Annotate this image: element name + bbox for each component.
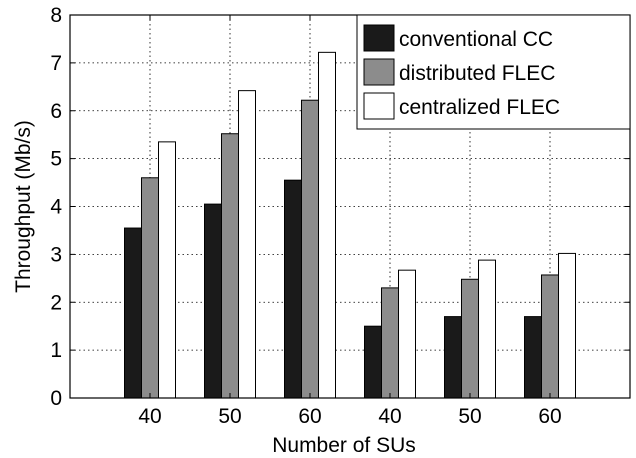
legend-label: centralized FLEC	[399, 96, 560, 119]
y-axis-ticks: 0 1 2 3 4 5 6 7 8	[50, 4, 630, 410]
y-tick-label: 4	[50, 196, 62, 219]
y-tick-label: 6	[50, 100, 62, 123]
bar	[158, 141, 176, 399]
y-tick-label: 2	[50, 291, 62, 314]
bar	[398, 269, 416, 399]
legend-label: distributed FLEC	[399, 62, 555, 85]
x-tick-label: 50	[218, 405, 241, 428]
x-tick-label: 40	[378, 405, 401, 428]
bar	[301, 99, 319, 399]
legend-swatch	[363, 92, 395, 120]
bar	[204, 203, 222, 399]
bar	[318, 51, 336, 399]
bar	[478, 259, 496, 399]
bar	[461, 278, 479, 399]
x-axis-label: Number of SUs	[272, 434, 416, 457]
legend-swatch	[363, 24, 395, 52]
bar	[284, 179, 302, 399]
bar	[221, 133, 239, 399]
legend-swatch	[363, 58, 395, 86]
x-axis-ticks: 40 50 60 40 50 60	[138, 15, 562, 428]
legend-box	[356, 14, 631, 130]
y-tick-label: 7	[50, 52, 62, 75]
y-tick-label: 0	[50, 387, 62, 410]
bar	[364, 325, 382, 399]
legend-label: conventional CC	[399, 28, 553, 51]
bar	[238, 90, 256, 399]
bars	[124, 51, 576, 399]
x-tick-label: 40	[138, 405, 161, 428]
x-tick-label: 50	[458, 405, 481, 428]
bar	[524, 316, 542, 399]
bar	[541, 274, 559, 399]
bar	[444, 316, 462, 399]
y-axis-label: Throughput (Mb/s)	[12, 120, 35, 293]
bar	[124, 227, 142, 399]
y-tick-label: 1	[50, 339, 62, 362]
bar	[141, 177, 159, 399]
x-tick-label: 60	[538, 405, 561, 428]
y-tick-label: 8	[50, 4, 62, 27]
y-tick-label: 5	[50, 148, 62, 171]
y-tick-label: 3	[50, 243, 62, 266]
bar	[381, 287, 399, 399]
x-tick-label: 60	[298, 405, 321, 428]
bar	[558, 252, 576, 399]
legend: conventional CC distributed FLEC centraliz…	[356, 14, 631, 130]
